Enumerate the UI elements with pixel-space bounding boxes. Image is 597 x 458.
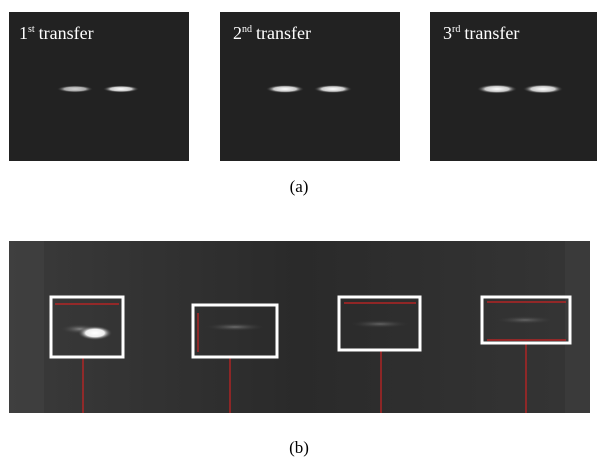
gel-image bbox=[9, 12, 189, 161]
caption: (a) bbox=[290, 177, 309, 196]
gel-image bbox=[9, 241, 590, 413]
caption: (b) bbox=[289, 438, 309, 457]
figure: 1sttransfer 2ndtransfer 3rdtransfer (a) bbox=[0, 0, 597, 458]
